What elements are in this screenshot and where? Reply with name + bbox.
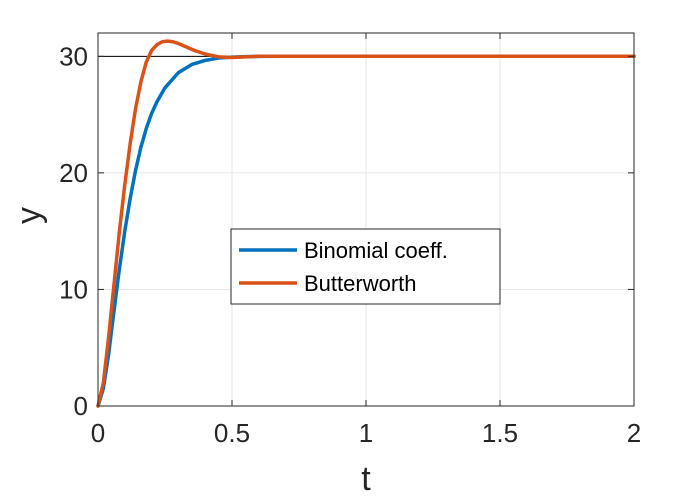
x-tick-label-2: 1 — [359, 418, 373, 448]
y-tick-label-0: 0 — [74, 391, 88, 421]
legend: Binomial coeff. Butterworth — [230, 228, 501, 305]
x-tick-label-3: 1.5 — [482, 418, 518, 448]
y-tick-label-3: 30 — [59, 41, 88, 71]
x-tick-label-1: 0.5 — [214, 418, 250, 448]
grid — [97, 33, 635, 407]
series-line-butterworth — [96, 39, 636, 408]
legend-label-binomial: Binomial coeff. — [304, 238, 448, 263]
x-tick-label-0: 0 — [91, 418, 105, 448]
legend-label-butterworth: Butterworth — [304, 271, 417, 296]
legend-box — [230, 228, 501, 305]
x-tick-label-4: 2 — [627, 418, 641, 448]
y-tick-label-1: 10 — [59, 274, 88, 304]
series-group — [96, 39, 636, 408]
y-axis-label: y — [10, 207, 48, 224]
x-axis-label: t — [361, 460, 371, 498]
y-tick-label-2: 20 — [59, 158, 88, 188]
